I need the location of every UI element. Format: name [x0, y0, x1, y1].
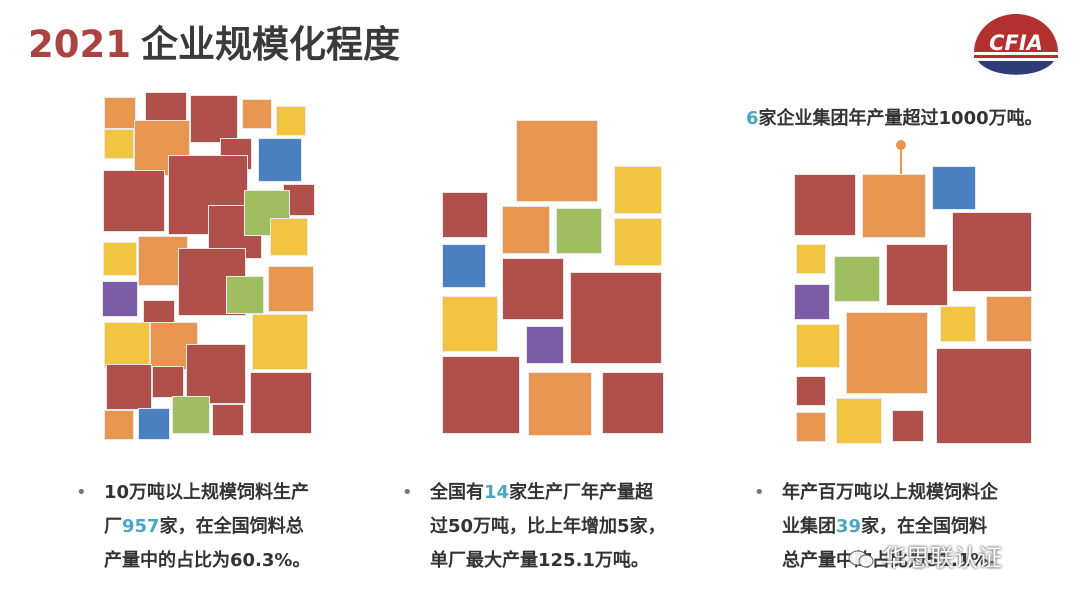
block: [892, 410, 924, 442]
desc-highlight: 39: [836, 516, 862, 537]
block: [104, 410, 134, 440]
block: [190, 95, 238, 143]
block: [268, 266, 314, 312]
block: [602, 372, 664, 434]
cfia-logo: CFIA: [970, 12, 1062, 78]
block: [986, 296, 1032, 342]
block: [152, 366, 184, 398]
block: [442, 192, 488, 238]
watermark-text: 华思联认证: [882, 544, 1002, 572]
block: [836, 398, 882, 444]
block: [940, 306, 976, 342]
block: [226, 276, 264, 314]
block: [252, 314, 308, 370]
block: [138, 408, 170, 440]
block: [104, 129, 134, 159]
desc-text: 家，在全国饲料: [861, 516, 988, 537]
block: [106, 364, 152, 410]
callout-pin-dot: [896, 140, 906, 150]
block: [952, 212, 1032, 292]
block: [258, 138, 302, 182]
block: [614, 166, 662, 214]
bullet-icon: •: [76, 482, 87, 503]
block: [442, 356, 520, 434]
block: [614, 218, 662, 266]
block: [502, 258, 564, 320]
block: [270, 218, 308, 256]
block: [104, 322, 150, 368]
page-title: 2021 企业规模化程度: [28, 14, 400, 68]
block: [526, 326, 564, 364]
desc-line: 总产量中的占比为51.1%。: [782, 550, 1007, 571]
desc-line: 10万吨以上规模饲料生产: [104, 482, 310, 503]
block: [242, 99, 272, 129]
desc-line: 年产百万吨以上规模饲料企: [782, 482, 998, 503]
watermark: 华思联认证: [848, 538, 1002, 573]
description-right: • 年产百万吨以上规模饲料企 业集团39家，在全国饲料 总产量中的占比为51.1…: [754, 476, 1062, 578]
block: [186, 344, 246, 404]
block: [796, 324, 840, 368]
block: [794, 174, 856, 236]
block: [796, 376, 826, 406]
block: [516, 120, 598, 202]
callout-count: 6: [746, 108, 759, 129]
block: [528, 372, 592, 436]
bullet-icon: •: [754, 482, 765, 503]
block: [250, 372, 312, 434]
block: [442, 296, 498, 352]
desc-line: 单厂最大产量125.1万吨。: [430, 550, 649, 571]
bullet-icon: •: [402, 482, 413, 503]
desc-text: 全国有: [430, 482, 484, 503]
desc-text: 家生产厂年产量超: [509, 482, 654, 503]
block: [846, 312, 928, 394]
block: [886, 244, 948, 306]
desc-line: 产量中的占比为60.3%。: [104, 550, 311, 571]
callout-pin-line: [900, 146, 902, 176]
block: [502, 206, 550, 254]
desc-line: 全国有14家生产厂年产量超: [430, 476, 720, 510]
desc-highlight: 14: [484, 482, 510, 503]
block: [103, 242, 137, 276]
block: [570, 272, 662, 364]
desc-text: 家，在全国饲料总: [159, 516, 304, 537]
block: [796, 244, 826, 274]
logo-text: CFIA: [989, 31, 1043, 55]
title-year: 2021: [28, 23, 131, 66]
chat-bubble-icon: [848, 550, 874, 568]
desc-highlight: 957: [122, 516, 160, 537]
block: [102, 281, 138, 317]
desc-line: 业集团39家，在全国饲料: [782, 510, 1062, 544]
title-text: 企业规模化程度: [140, 23, 400, 66]
block: [172, 396, 210, 434]
desc-line: 厂957家，在全国饲料总: [104, 510, 364, 544]
desc-text: 业集团: [782, 516, 836, 537]
block: [936, 348, 1032, 444]
desc-line: 过50万吨，比上年增加5家，: [430, 516, 666, 537]
block: [442, 244, 486, 288]
block: [212, 404, 244, 436]
block: [104, 97, 136, 129]
desc-text: 厂: [104, 516, 122, 537]
block: [862, 174, 926, 238]
block: [794, 284, 830, 320]
description-left: • 10万吨以上规模饲料生产 厂957家，在全国饲料总 产量中的占比为60.3%…: [76, 476, 364, 578]
callout-text: 6家企业集团年产量超过1000万吨。: [746, 104, 1043, 130]
block: [276, 106, 306, 136]
description-middle: • 全国有14家生产厂年产量超 过50万吨，比上年增加5家， 单厂最大产量125…: [402, 476, 720, 578]
block: [103, 170, 165, 232]
block: [556, 208, 602, 254]
block: [834, 256, 880, 302]
callout-body: 家企业集团年产量超过1000万吨。: [758, 108, 1043, 129]
block: [932, 166, 976, 210]
block: [796, 412, 826, 442]
